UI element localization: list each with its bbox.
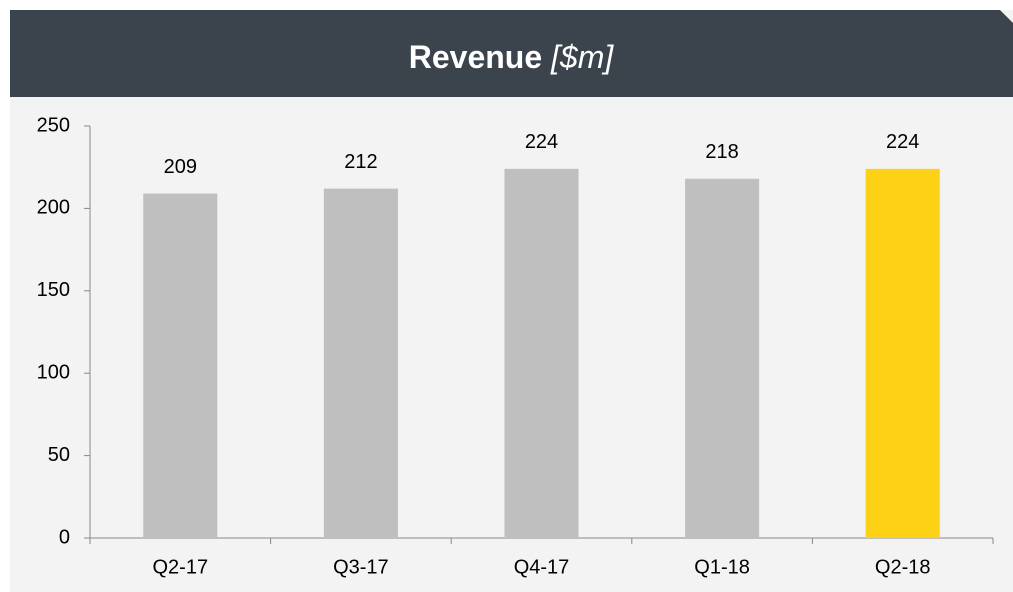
x-tick-label: Q1-18 — [694, 556, 750, 578]
title-unit: [$m] — [550, 39, 614, 75]
y-tick-label: 100 — [37, 361, 70, 383]
y-tick-label: 200 — [37, 197, 70, 219]
header — [10, 10, 1013, 97]
bar — [685, 178, 760, 538]
value-label: 212 — [344, 151, 377, 173]
value-label: 209 — [164, 156, 197, 178]
x-tick-label: Q2-18 — [875, 556, 931, 578]
chart-title: Revenue [$m] — [409, 39, 615, 75]
y-tick-label: 250 — [37, 114, 70, 136]
value-label: 218 — [705, 141, 738, 163]
bar — [323, 188, 398, 538]
bar — [504, 168, 579, 538]
bar — [865, 168, 940, 538]
y-tick-label: 0 — [59, 526, 70, 548]
x-tick-label: Q2-17 — [153, 556, 209, 578]
value-label: 224 — [525, 131, 558, 153]
y-tick-label: 150 — [37, 279, 70, 301]
bar — [143, 193, 218, 538]
title-main: Revenue — [409, 39, 542, 75]
value-label: 224 — [886, 131, 919, 153]
x-tick-label: Q3-17 — [333, 556, 389, 578]
y-tick-label: 50 — [48, 444, 70, 466]
x-tick-label: Q4-17 — [514, 556, 570, 578]
